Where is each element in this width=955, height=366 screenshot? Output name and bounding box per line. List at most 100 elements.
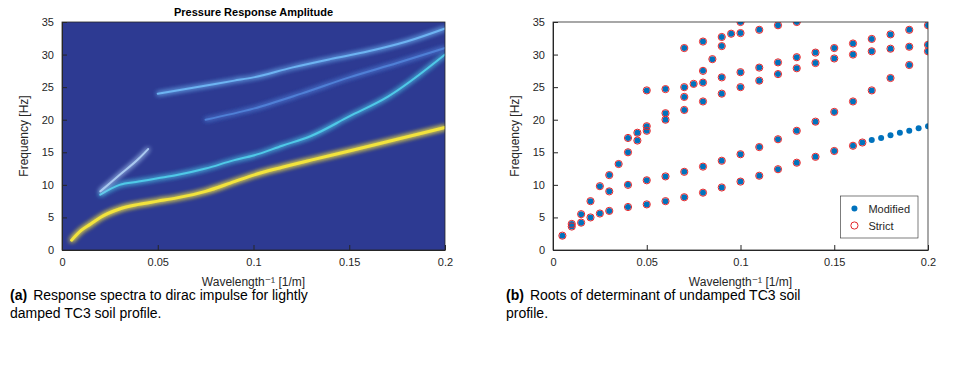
tick-mark [62, 87, 67, 88]
x-axis: 00.050.10.150.2 [59, 245, 453, 268]
tick-label: 5 [48, 211, 54, 223]
root-point [924, 22, 928, 29]
root-point [606, 171, 613, 178]
root-point [606, 207, 613, 214]
root-point [681, 168, 688, 175]
plot-area [62, 22, 445, 250]
root-point [774, 166, 781, 173]
root-point [849, 98, 856, 105]
response-ridge [100, 149, 148, 191]
root-point [559, 233, 565, 239]
root-point [578, 219, 585, 226]
root-point [868, 87, 875, 94]
tick-label: 10 [533, 179, 545, 191]
root-point [888, 132, 894, 138]
plot-frame [62, 22, 445, 250]
root-point [812, 59, 819, 66]
x-axis: 00.050.10.150.2 [550, 245, 936, 268]
figure: 00.050.10.150.205101520253035Pressure Re… [0, 0, 955, 366]
root-point [756, 172, 763, 179]
root-point [588, 198, 594, 204]
root-point [916, 125, 922, 131]
chart-title: Pressure Response Amplitude [174, 6, 333, 18]
tick: 0 [48, 244, 67, 256]
tick-mark [928, 245, 929, 250]
root-point [906, 43, 913, 50]
tick: 25 [42, 81, 67, 93]
tick-mark [553, 22, 558, 23]
root-point [700, 39, 706, 45]
tick: 5 [48, 211, 67, 223]
root-point [662, 198, 669, 205]
root-point [643, 123, 650, 130]
tick: 0.15 [339, 245, 360, 268]
root-point [578, 220, 584, 226]
root-point [606, 188, 613, 195]
root-point [887, 74, 894, 81]
tick: 0 [539, 244, 558, 256]
root-point [597, 211, 603, 217]
root-point [596, 210, 603, 217]
root-point [634, 129, 641, 136]
root-point [793, 54, 800, 61]
root-point [643, 177, 650, 184]
tick-label: 5 [539, 211, 545, 223]
root-point [700, 164, 706, 170]
tick-label: 0.1 [733, 256, 748, 268]
root-point [812, 118, 819, 125]
root-point [813, 50, 819, 56]
root-point [728, 31, 734, 37]
root-point [850, 143, 856, 149]
root-point [625, 204, 631, 210]
root-point [681, 194, 688, 201]
root-point [634, 137, 641, 144]
legend-marker [851, 206, 857, 212]
root-point [634, 130, 640, 136]
tick-label: 0.05 [148, 256, 169, 268]
tick-mark [349, 245, 350, 250]
root-point [718, 33, 725, 40]
root-point [737, 151, 744, 158]
root-point [897, 130, 903, 136]
tick-label: 35 [533, 16, 545, 28]
root-point [756, 27, 762, 33]
tick-mark [553, 152, 558, 153]
root-point [700, 68, 706, 74]
root-point [888, 46, 894, 52]
root-point [737, 178, 744, 185]
root-point [794, 54, 800, 60]
root-point [775, 166, 781, 172]
tick-mark [62, 217, 67, 218]
tick: 5 [539, 211, 558, 223]
root-point [681, 44, 688, 51]
root-point [681, 194, 687, 200]
tick-label: 0.2 [921, 256, 936, 268]
plot-area [559, 22, 928, 239]
root-point [906, 27, 912, 33]
root-point [606, 172, 612, 178]
root-point [718, 43, 725, 50]
root-point [719, 158, 725, 164]
tick-mark [647, 245, 648, 250]
tick: 0.05 [637, 245, 658, 268]
tick: 15 [533, 146, 558, 158]
root-point [775, 22, 781, 28]
root-point [700, 98, 706, 104]
panel: 00.050.10.150.205101520253035Wavelength⁻… [506, 16, 936, 321]
root-point [774, 59, 781, 66]
tick-mark [62, 185, 67, 186]
caption: Response spectra to dirac impulse for li… [10, 287, 308, 321]
root-point [849, 142, 856, 149]
tick-mark [553, 87, 558, 88]
tick-mark [62, 152, 67, 153]
tick-label: 10 [42, 179, 54, 191]
root-point [812, 153, 819, 160]
response-ridge [206, 48, 445, 120]
root-point [643, 201, 650, 208]
tick: 0.2 [438, 245, 453, 268]
root-point [709, 56, 715, 62]
root-point [691, 81, 697, 87]
tick: 0.1 [733, 245, 748, 268]
root-point [681, 84, 687, 90]
root-point [719, 91, 725, 97]
